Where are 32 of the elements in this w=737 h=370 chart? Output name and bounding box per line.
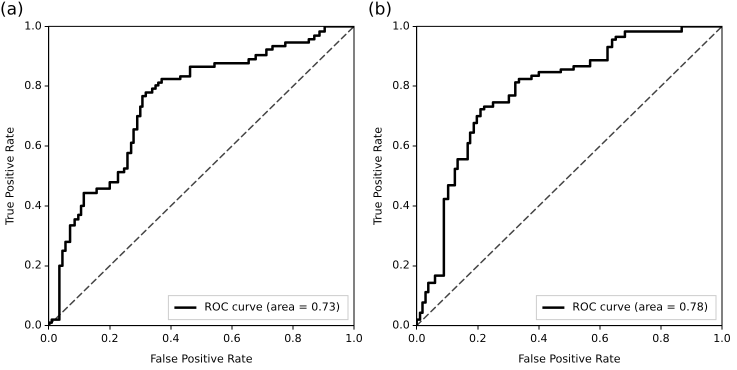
chart-title: (b) [368, 0, 392, 20]
y-tick-label: 0.4 [392, 198, 410, 212]
y-tick-label: 0.2 [392, 258, 410, 272]
x-tick-label: 0.4 [530, 332, 548, 346]
x-tick-label: 0.0 [40, 332, 58, 346]
y-tick-label: 0.0 [392, 318, 410, 332]
y-tick-label: 0.4 [24, 198, 42, 212]
x-tick-label: 0.2 [101, 332, 119, 346]
x-axis-title: False Positive Rate [150, 352, 253, 366]
chart-title: (a) [0, 0, 24, 20]
y-tick-label: 1.0 [392, 19, 410, 32]
y-axis-title: True Positive Rate [371, 126, 384, 226]
x-tick-label: 0.8 [652, 332, 670, 346]
y-tick-label: 0.6 [392, 138, 410, 152]
x-tick-label: 1.0 [345, 332, 363, 346]
y-tick-label: 1.0 [24, 19, 42, 32]
y-tick-label: 0.0 [24, 318, 42, 332]
x-tick-label: 0.0 [408, 332, 426, 346]
y-tick-label: 0.2 [24, 258, 42, 272]
x-tick-label: 0.2 [469, 332, 487, 346]
y-tick-label: 0.8 [392, 79, 410, 92]
x-axis-title: False Positive Rate [518, 352, 621, 366]
x-tick-label: 0.8 [284, 332, 302, 346]
legend-label: ROC curve (area = 0.78) [572, 300, 708, 314]
x-tick-label: 0.6 [223, 332, 241, 346]
x-tick-label: 1.0 [713, 332, 731, 346]
y-axis-title: True Positive Rate [3, 126, 16, 226]
legend-label: ROC curve (area = 0.73) [204, 300, 340, 314]
y-tick-label: 0.6 [24, 138, 42, 152]
x-tick-label: 0.4 [162, 332, 180, 346]
y-tick-label: 0.8 [24, 79, 42, 92]
x-tick-label: 0.6 [591, 332, 609, 346]
